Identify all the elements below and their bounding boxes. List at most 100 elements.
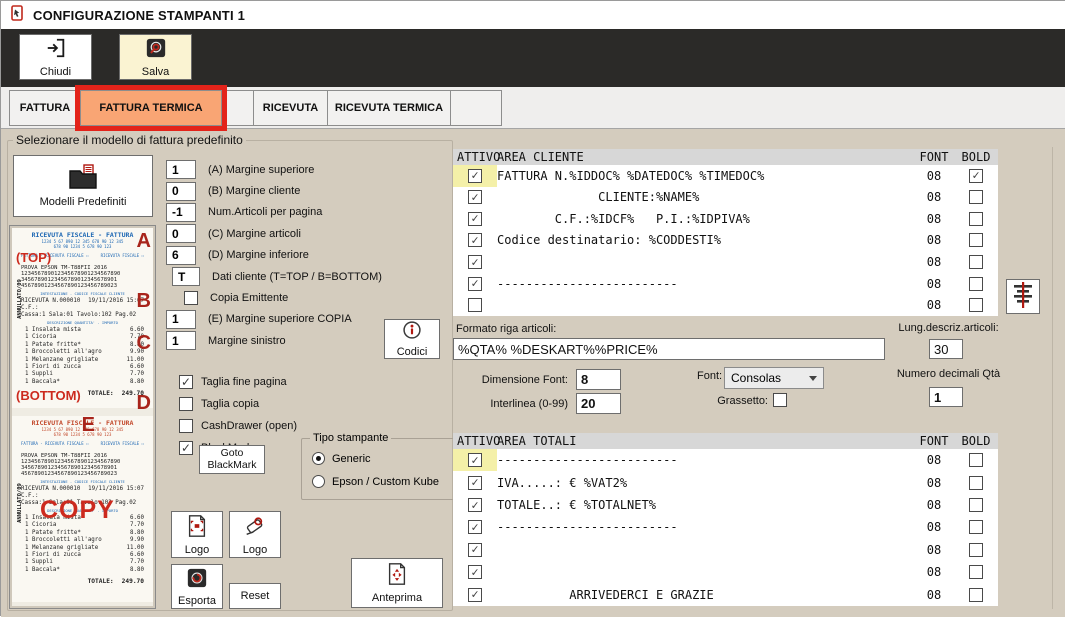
esporta-label: Esporta <box>178 594 216 607</box>
chevron-down-icon <box>809 375 817 381</box>
item-price: 8.80 <box>130 378 144 385</box>
radio-epson-custom-kube[interactable] <box>312 475 325 488</box>
e-margine-superiore-copia-input[interactable] <box>166 309 196 329</box>
table-row: 08 <box>453 251 998 273</box>
radio-row-generic[interactable]: Generic <box>312 447 439 470</box>
row-font-size: 08 <box>926 233 942 248</box>
logo-set-button[interactable]: Logo <box>171 511 223 558</box>
radio-row-epson-custom-kube[interactable]: Epson / Custom Kube <box>312 470 439 493</box>
lung-descriz-input[interactable] <box>929 339 963 359</box>
tab-blank-5[interactable] <box>450 90 502 126</box>
item-price: 6.60 <box>130 364 144 371</box>
toolbar: Chiudi Salva <box>1 29 1065 87</box>
goto-blackmark-button[interactable]: Goto BlackMark <box>199 445 265 474</box>
cashdrawer-open-checkbox[interactable] <box>179 419 193 433</box>
reset-label: Reset <box>240 590 270 602</box>
dati-cliente-t-top-b-bottom-input[interactable] <box>172 267 200 287</box>
chiudi-button[interactable]: Chiudi <box>19 34 92 80</box>
bold-cell <box>954 276 998 291</box>
right-group-divider <box>1052 147 1053 609</box>
receipt-item: 1 Suppli 7.70 <box>21 371 144 378</box>
codici-button[interactable]: Codici <box>384 319 440 359</box>
bold-checkbox[interactable] <box>969 565 983 580</box>
reset-button[interactable]: Reset <box>229 583 281 609</box>
item-price: 11.00 <box>126 544 144 551</box>
attivo-cell <box>453 230 497 252</box>
attivo-checkbox[interactable] <box>468 475 482 490</box>
item-price: 8.80 <box>130 566 144 573</box>
attivo-checkbox[interactable] <box>468 168 482 183</box>
grassetto-checkbox[interactable] <box>773 393 787 407</box>
radio-generic[interactable] <box>312 452 325 465</box>
margine-sinistro-input[interactable] <box>166 331 196 351</box>
attivo-checkbox[interactable] <box>468 233 482 248</box>
modelli-predefiniti-button[interactable]: Modelli Predefiniti <box>13 155 153 217</box>
attivo-checkbox[interactable] <box>468 255 482 270</box>
b-margine-cliente-input[interactable] <box>166 181 196 201</box>
row-font-size: 08 <box>926 542 942 557</box>
row-text: ------------------------- <box>497 453 678 468</box>
dimensione-font-input[interactable] <box>576 369 621 390</box>
attivo-checkbox[interactable] <box>468 565 482 580</box>
bold-checkbox[interactable] <box>969 475 983 490</box>
table-row: TOTALE..: € %TOTALNET% 08 <box>453 494 998 516</box>
item-name: 1 Baccala* <box>25 378 60 385</box>
totale-label: TOTALE: <box>87 390 114 398</box>
taglia-fine-pagina-checkbox[interactable] <box>179 375 193 389</box>
bold-checkbox[interactable] <box>969 298 983 313</box>
option-row-taglia-copia: Taglia copia <box>179 393 297 415</box>
align-text-button[interactable] <box>1006 279 1040 314</box>
attivo-checkbox[interactable] <box>468 211 482 226</box>
attivo-checkbox[interactable] <box>468 298 482 313</box>
receipt-item: 1 Melanzane grigliate 11.00 <box>21 545 144 552</box>
a-margine-superiore-input[interactable] <box>166 160 196 180</box>
bold-checkbox[interactable] <box>969 233 983 248</box>
attivo-checkbox[interactable] <box>468 453 482 468</box>
bold-checkbox[interactable] <box>969 498 983 513</box>
bold-cell <box>954 453 998 468</box>
item-price: 7.70 <box>130 559 144 566</box>
tab-fattura-termica[interactable]: FATTURA TERMICA <box>75 85 227 131</box>
font-select[interactable]: Consolas <box>724 367 824 389</box>
item-price: 9.90 <box>130 349 144 356</box>
attivo-checkbox[interactable] <box>468 498 482 513</box>
bold-checkbox[interactable] <box>969 211 983 226</box>
bold-cell <box>954 298 998 313</box>
salva-button[interactable]: Salva <box>119 34 192 80</box>
tab-ricevuta-termica[interactable]: RICEVUTA TERMICA <box>327 90 451 126</box>
bold-checkbox[interactable] <box>969 255 983 270</box>
exit-door-icon <box>45 37 67 64</box>
attivo-checkbox[interactable] <box>468 190 482 205</box>
esporta-button[interactable]: Esporta <box>171 564 223 609</box>
receipt-check-right: RICEVUTA FISCALE ☐ <box>100 253 144 258</box>
bold-checkbox[interactable] <box>969 190 983 205</box>
c-margine-articoli-input[interactable] <box>166 224 196 244</box>
attivo-checkbox[interactable] <box>468 587 482 602</box>
anteprima-button[interactable]: Anteprima <box>351 558 443 608</box>
attivo-cell <box>453 561 497 583</box>
logo-set-label: Logo <box>184 543 210 556</box>
bold-checkbox[interactable] <box>969 276 983 291</box>
attivo-checkbox[interactable] <box>468 520 482 535</box>
d-margine-inferiore-input[interactable] <box>166 245 196 265</box>
tab-ricevuta[interactable]: RICEVUTA <box>253 90 328 126</box>
blackmark-checkbox[interactable] <box>179 441 193 455</box>
copia-emittente-checkbox[interactable] <box>184 291 198 306</box>
bold-checkbox[interactable] <box>969 520 983 535</box>
formato-riga-input[interactable] <box>453 338 885 360</box>
row-text: ------------------------- <box>497 276 678 291</box>
tab-blank-2[interactable] <box>221 90 254 126</box>
attivo-checkbox[interactable] <box>468 276 482 291</box>
bold-checkbox[interactable] <box>969 542 983 557</box>
bold-checkbox[interactable] <box>969 168 983 183</box>
decimali-input[interactable] <box>929 387 963 407</box>
bold-checkbox[interactable] <box>969 587 983 602</box>
receipt-printer-line: PROVA EPSON TM-T88FII 2016 <box>21 265 108 271</box>
attivo-checkbox[interactable] <box>468 542 482 557</box>
bold-checkbox[interactable] <box>969 453 983 468</box>
num-articoli-per-pagina-input[interactable] <box>166 202 196 222</box>
logo-remove-button[interactable]: Logo <box>229 511 281 558</box>
taglia-copia-checkbox[interactable] <box>179 397 193 411</box>
tab-fattura[interactable]: FATTURA <box>9 90 81 126</box>
interlinea-input[interactable] <box>576 393 621 414</box>
